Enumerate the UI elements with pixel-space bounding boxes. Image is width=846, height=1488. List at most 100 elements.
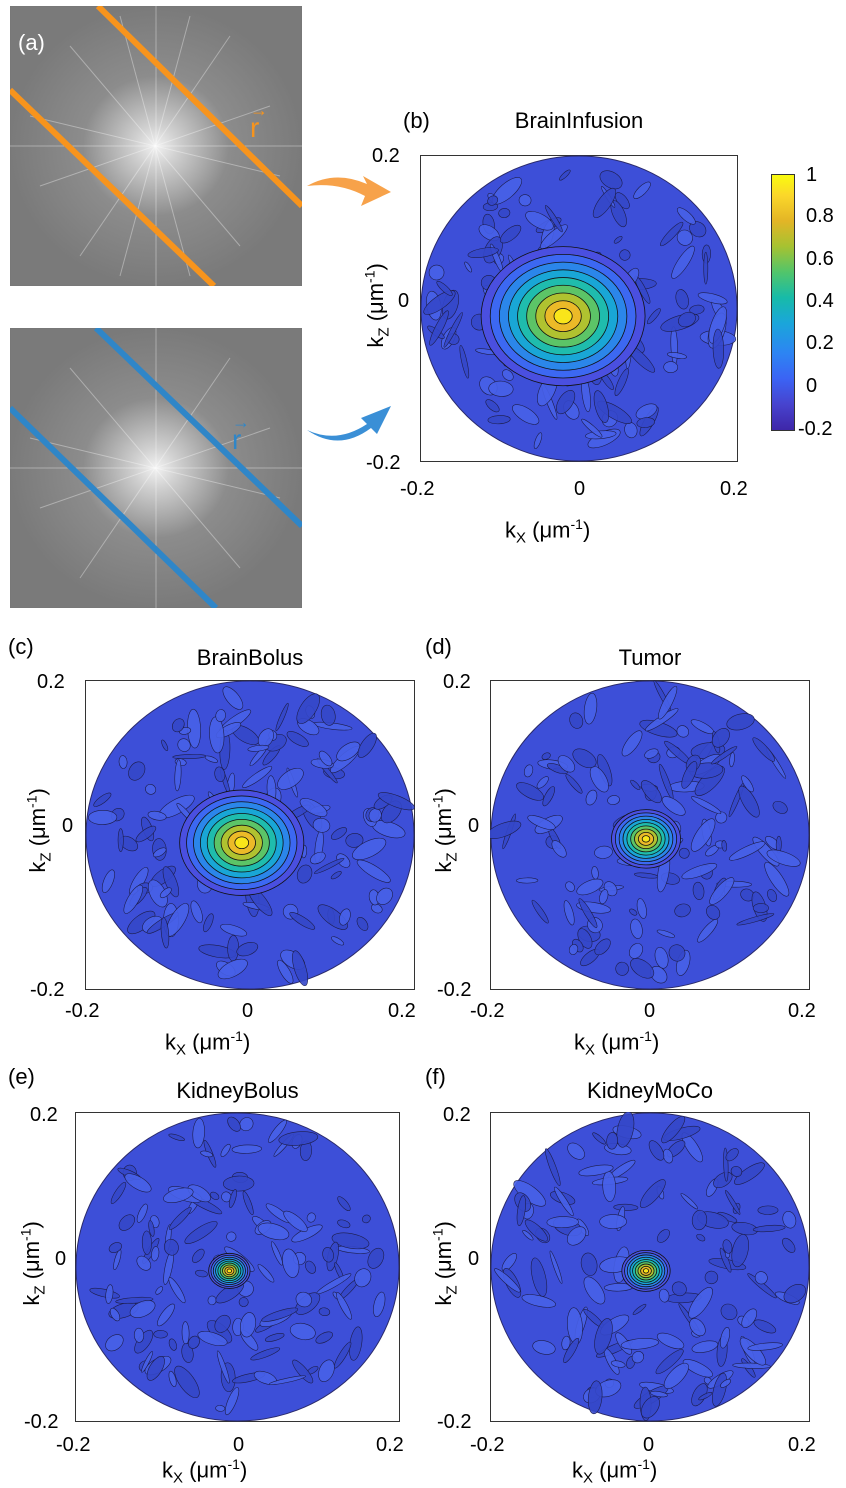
contour-blob	[747, 1342, 783, 1351]
contour-blob	[583, 1276, 606, 1305]
contour-blob	[572, 748, 597, 769]
contour-blob	[264, 1333, 285, 1342]
xtick-f-mid: 0	[643, 1434, 655, 1456]
contour-blob	[607, 795, 620, 805]
contour-blob	[502, 369, 514, 381]
contour-blob	[222, 1175, 255, 1192]
contour-blob	[753, 1319, 777, 1334]
contour-blob	[330, 871, 342, 880]
contour-blob	[168, 1338, 177, 1351]
contour-blob	[559, 169, 571, 181]
contour-blob	[752, 1224, 786, 1233]
contour-blob	[356, 859, 391, 883]
contour-blob	[720, 1303, 738, 1320]
contour-blob	[318, 1359, 335, 1382]
contour-blob	[522, 1229, 534, 1241]
contour-blob	[556, 390, 576, 415]
contour-blob	[220, 1143, 231, 1157]
contour-blob	[336, 741, 361, 762]
contour-blob	[599, 889, 609, 905]
contour-blob	[124, 1173, 152, 1193]
cbar-tick-4: 0.2	[806, 332, 834, 354]
contour-blob	[250, 1347, 281, 1361]
xtick-d-left: -0.2	[470, 1000, 505, 1022]
panel-f-title: KidneyMoCo	[587, 1078, 713, 1103]
contour-blob	[581, 418, 603, 438]
ylabel-c: kZ (μm-1)	[23, 788, 55, 873]
line-a-bottom-1	[93, 325, 305, 529]
contour-blob	[512, 404, 540, 425]
contour-blob	[766, 849, 801, 867]
contour-blob	[320, 704, 336, 726]
contour-blob	[145, 784, 157, 795]
contour-blob	[630, 958, 655, 979]
contour-blob	[661, 1115, 686, 1144]
contour-blob	[583, 692, 598, 725]
cbar-tick-2: 0.6	[806, 248, 834, 270]
contour-blob	[767, 889, 778, 902]
contour-blob	[247, 744, 270, 752]
xlabel-c: kX (μm-1)	[165, 1028, 251, 1059]
heatmap-c	[85, 680, 415, 990]
contour-blob	[168, 1277, 186, 1304]
contour-blob	[668, 944, 686, 962]
contour-blob	[286, 731, 309, 747]
contour-blob	[163, 1187, 194, 1203]
contour-blob	[549, 1250, 563, 1284]
contour-blob	[728, 841, 766, 861]
contour-blob	[163, 1238, 179, 1256]
contour-blob	[118, 755, 128, 769]
contour-blob	[187, 1184, 211, 1203]
xlabel-f: kX (μm-1)	[572, 1456, 658, 1487]
contour-blob	[429, 310, 449, 346]
contour-blob	[633, 181, 651, 199]
colorbar	[771, 174, 795, 431]
contour-blob	[236, 942, 259, 957]
fft-image-bottom	[7, 325, 305, 611]
contour-blob	[666, 352, 688, 359]
contour-blob	[691, 1209, 708, 1231]
contour-blob	[277, 767, 304, 790]
contour-blob	[691, 796, 722, 814]
contour-blob	[88, 810, 118, 825]
contour-blob	[594, 938, 611, 956]
contour-blob	[227, 935, 239, 962]
contour-blob	[214, 766, 226, 782]
line-a-top-1	[95, 3, 305, 209]
contour-blob	[675, 289, 689, 310]
contour-blob	[688, 1287, 713, 1319]
contour-blob	[613, 1203, 639, 1211]
contour-blob	[650, 1390, 668, 1398]
contour-blob	[704, 1270, 719, 1285]
contour-blob	[711, 746, 738, 765]
contour-blob	[674, 903, 691, 918]
contour-blob	[190, 900, 203, 924]
contour-blob	[681, 863, 718, 880]
panel-a-label: (a)	[18, 30, 45, 55]
contour-blob	[741, 775, 754, 793]
contour-blob	[516, 877, 539, 884]
contour-blob	[613, 236, 623, 244]
contour-blob	[345, 833, 364, 848]
contour-blob	[698, 1392, 713, 1401]
contour-blob	[689, 1318, 706, 1337]
contour-blob	[312, 817, 331, 833]
contour-blob	[656, 1332, 685, 1350]
contour-blob	[578, 1164, 614, 1177]
contour-blob	[568, 944, 579, 955]
contour-blob	[315, 1331, 333, 1344]
contour-blob	[228, 1189, 237, 1208]
contour-blob	[721, 839, 728, 852]
contour-blob	[696, 1233, 706, 1242]
xtick-f-right: 0.2	[788, 1434, 816, 1456]
fft-image-top	[7, 3, 305, 289]
contour-blob	[203, 913, 214, 933]
contour-blob	[531, 899, 549, 924]
contour-blob	[587, 1380, 603, 1415]
xlabel-e: kX (μm-1)	[162, 1456, 248, 1487]
ytick-e-top: 0.2	[30, 1104, 58, 1126]
vector-arrow: →	[250, 100, 268, 120]
contour-blob	[720, 1378, 732, 1388]
contour-blob	[159, 887, 172, 899]
xtick-b-mid: 0	[574, 478, 586, 500]
